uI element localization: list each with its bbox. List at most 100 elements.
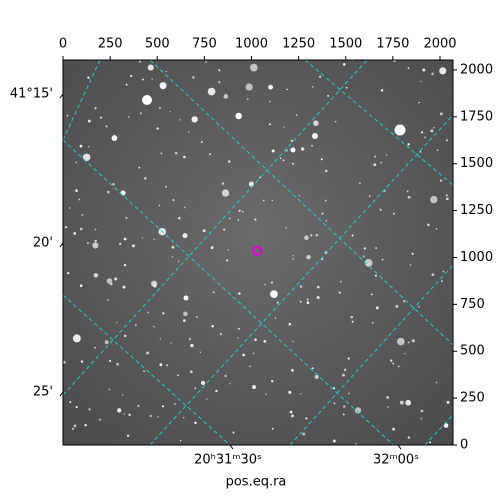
star	[420, 409, 424, 413]
star	[159, 338, 162, 340]
star	[407, 67, 410, 69]
star	[302, 432, 306, 436]
star	[435, 381, 438, 384]
star	[392, 427, 396, 431]
star	[387, 406, 389, 408]
star	[429, 441, 432, 444]
star	[177, 216, 181, 220]
star	[218, 69, 221, 72]
star	[157, 416, 159, 418]
star	[165, 70, 167, 73]
star	[385, 154, 388, 156]
star	[161, 405, 164, 408]
star	[87, 119, 91, 123]
star	[156, 127, 159, 130]
star	[123, 334, 127, 338]
star	[72, 334, 81, 343]
star	[348, 392, 350, 395]
star	[94, 346, 96, 349]
star	[206, 398, 208, 400]
star	[75, 405, 78, 409]
star	[394, 124, 406, 136]
star	[436, 149, 439, 152]
star	[199, 351, 201, 353]
star	[386, 396, 390, 399]
star	[407, 143, 410, 146]
star	[430, 195, 438, 204]
x-tick-label: 250	[98, 37, 123, 52]
star	[338, 291, 341, 294]
star	[407, 436, 411, 439]
star	[106, 278, 113, 285]
star	[299, 300, 302, 303]
star	[170, 342, 172, 344]
star	[418, 305, 420, 308]
star	[430, 129, 434, 133]
star	[130, 74, 133, 78]
star	[411, 252, 414, 255]
star	[221, 189, 230, 197]
star	[110, 282, 113, 286]
star	[209, 153, 212, 156]
y-tick-label: 1500	[460, 156, 493, 171]
star	[432, 126, 435, 129]
star	[404, 352, 406, 355]
star	[94, 228, 97, 231]
star	[108, 388, 111, 391]
star	[171, 256, 174, 258]
star	[282, 159, 285, 162]
star	[219, 333, 222, 336]
star	[368, 195, 371, 198]
star	[73, 232, 77, 235]
dec-tick	[59, 391, 64, 397]
star	[262, 199, 265, 202]
star	[225, 259, 229, 262]
star	[116, 321, 118, 324]
star	[332, 439, 336, 443]
star	[333, 402, 336, 405]
star	[397, 337, 405, 346]
star	[123, 413, 125, 415]
star	[106, 190, 110, 194]
star	[316, 285, 320, 289]
star	[238, 292, 241, 295]
ra-tick	[229, 444, 234, 450]
star	[290, 139, 294, 143]
star	[313, 120, 319, 126]
star	[362, 255, 365, 258]
star	[159, 82, 167, 90]
star	[192, 76, 195, 79]
star	[143, 370, 145, 373]
star	[311, 367, 314, 370]
star	[169, 111, 171, 113]
star	[227, 249, 229, 251]
grid-line	[63, 294, 231, 445]
star	[172, 198, 175, 202]
star	[305, 417, 308, 420]
star	[324, 199, 327, 202]
star	[153, 238, 155, 240]
star	[211, 324, 214, 328]
star	[288, 390, 292, 394]
star	[75, 189, 78, 193]
star	[445, 194, 448, 197]
star	[292, 340, 294, 343]
star	[289, 410, 293, 414]
star	[212, 291, 215, 294]
star	[306, 254, 311, 260]
star	[162, 312, 165, 315]
star	[405, 399, 412, 406]
star	[79, 284, 83, 287]
star	[324, 169, 328, 173]
star	[183, 155, 186, 159]
star	[420, 417, 423, 420]
star	[445, 197, 449, 201]
star	[393, 60, 396, 63]
star	[165, 185, 167, 188]
star	[111, 135, 118, 141]
star	[327, 94, 330, 97]
star	[268, 123, 271, 126]
star	[116, 362, 119, 366]
star	[379, 208, 382, 212]
